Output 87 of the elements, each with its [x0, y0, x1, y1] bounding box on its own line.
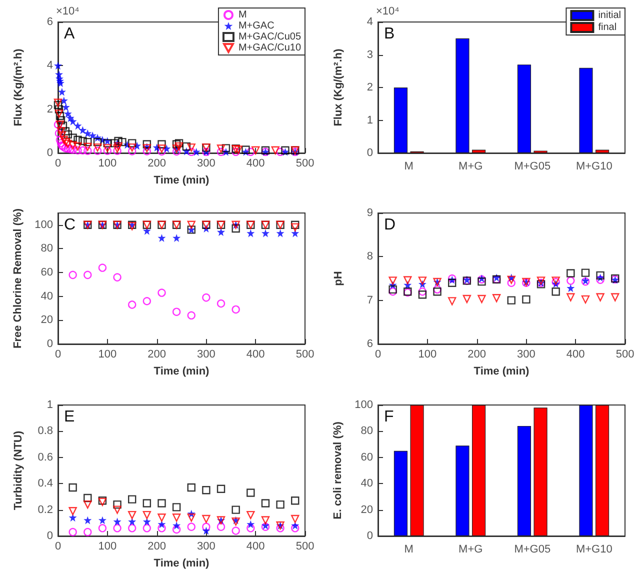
y-tick-label: 4 — [46, 60, 53, 72]
y-tick-label: 60 — [360, 451, 373, 464]
x-tick-label: 200 — [148, 348, 166, 361]
y-tick-label: 100 — [34, 219, 53, 232]
y-axis-title: E. coli removal (%) — [332, 420, 344, 520]
x-axis-title: Time (min) — [474, 366, 530, 378]
y-tick-label: 20 — [360, 503, 373, 516]
y-tick-label: 6 — [46, 16, 53, 28]
y-tick-label: 2 — [366, 82, 373, 94]
y-tick-label: 40 — [40, 290, 53, 303]
y-tick-label: 9 — [366, 207, 373, 220]
x-tick-label: 100 — [98, 540, 117, 552]
x-tick-label: M+G10 — [576, 160, 612, 172]
x-tick-label: 100 — [98, 158, 117, 170]
y-tick-label: 0 — [366, 530, 373, 542]
y-tick-label: 1 — [46, 398, 53, 411]
x-tick-label: 500 — [296, 540, 314, 552]
x-tick-label: 500 — [296, 348, 314, 361]
y-tick-label: 0 — [46, 530, 53, 542]
annotation: C — [64, 216, 76, 234]
y-tick-label: 0 — [366, 147, 373, 159]
x-tick-label: 400 — [566, 348, 585, 361]
y-tick-label: 20 — [40, 314, 53, 327]
x-tick-label: 500 — [616, 348, 634, 361]
y-tick-label: 80 — [360, 424, 373, 437]
y-tick-label: 2 — [46, 103, 53, 116]
y-tick-label: 60 — [40, 266, 53, 279]
x-tick-label: 400 — [246, 158, 265, 170]
y-tick-label: 80 — [40, 243, 53, 256]
text: ×10⁴ — [56, 6, 80, 18]
y-tick-label: 3 — [366, 48, 373, 61]
x-tick-label: 400 — [246, 348, 265, 361]
y-tick-label: 100 — [354, 398, 373, 411]
y-axis-title: pH — [332, 271, 344, 286]
y-tick-label: 0.8 — [38, 424, 53, 437]
y-tick-label: 7 — [366, 294, 373, 307]
y-axis-title: Free Chlorine Removal (%) — [12, 208, 24, 349]
annotation: B — [384, 26, 395, 42]
y-tick-label: 40 — [360, 477, 373, 490]
x-tick-label: 0 — [54, 540, 62, 552]
y-tick-label: 6 — [366, 338, 373, 350]
annotation: E — [64, 408, 75, 426]
x-tick-label: 0 — [54, 158, 62, 170]
y-tick-label: 0.6 — [38, 451, 53, 464]
y-tick-label: 1 — [366, 114, 373, 126]
x-tick-label: 300 — [197, 158, 216, 170]
y-tick-label: 4 — [366, 16, 373, 28]
x-axis-title: Time (min) — [154, 557, 210, 570]
y-axis-title: Flux (Kg/(m².h) — [12, 48, 24, 126]
x-tick-label: 300 — [197, 540, 216, 552]
annotation: D — [384, 216, 396, 234]
y-tick-label: 0 — [46, 147, 53, 159]
x-tick-label: M+G05 — [514, 543, 551, 556]
annotation: A — [64, 26, 75, 42]
x-tick-label: 0 — [374, 348, 382, 361]
x-tick-label: M+G05 — [514, 160, 551, 172]
x-tick-label: 100 — [98, 348, 117, 361]
x-tick-label: M+G — [458, 160, 483, 172]
x-tick-label: 400 — [246, 540, 265, 552]
y-tick-label: 0 — [46, 338, 53, 350]
x-tick-label: 200 — [468, 348, 486, 361]
annotation: F — [384, 408, 394, 426]
legend-label: initial — [598, 10, 622, 21]
x-tick-label: 300 — [517, 348, 536, 361]
x-axis-title: Time (min) — [154, 366, 210, 378]
legend-label: final — [598, 22, 617, 33]
x-tick-label: 300 — [197, 348, 216, 361]
x-tick-label: M+G — [458, 543, 483, 556]
x-tick-label: 200 — [148, 158, 166, 170]
legend-label: M — [238, 10, 247, 20]
x-tick-label: M+G10 — [576, 543, 612, 556]
legend-label: M+GAC/Cu10 — [238, 42, 302, 54]
x-tick-label: 500 — [296, 158, 314, 170]
y-axis-title: Turbidity (NTU) — [12, 430, 24, 510]
y-tick-label: 0.4 — [38, 477, 53, 490]
legend-label: M+GAC/Cu05 — [238, 32, 302, 42]
y-tick-label: 8 — [366, 250, 373, 263]
x-axis-title: Time (min) — [154, 174, 210, 186]
x-tick-label: M — [404, 543, 414, 556]
x-tick-label: M — [404, 160, 414, 172]
legend-label: M+GAC — [238, 20, 274, 32]
y-axis-title: Flux (Kg/(m².h) — [332, 48, 344, 126]
text: ×10⁴ — [376, 6, 400, 18]
x-tick-label: 0 — [54, 348, 62, 361]
x-tick-label: 200 — [148, 540, 166, 552]
x-tick-label: 100 — [418, 348, 437, 361]
y-tick-label: 0.2 — [38, 503, 53, 516]
